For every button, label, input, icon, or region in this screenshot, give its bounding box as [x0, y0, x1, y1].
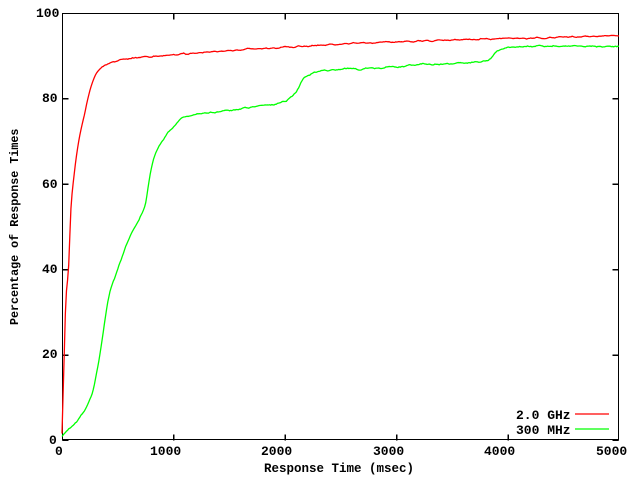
- svg-text:Percentage of Response Times: Percentage of Response Times: [8, 129, 22, 325]
